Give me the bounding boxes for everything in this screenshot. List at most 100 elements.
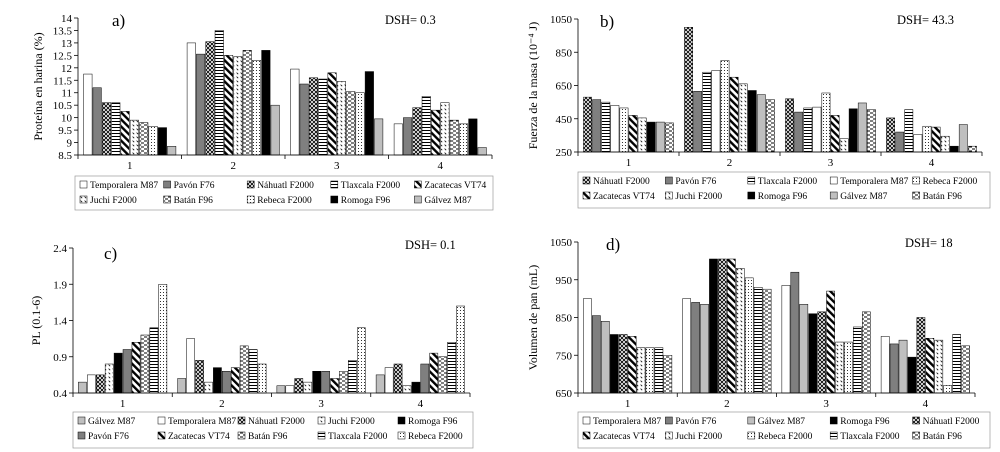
legend-label: Pavón F76 [174, 181, 215, 191]
legend-label: Romoga F96 [840, 417, 890, 427]
legend-box-a [74, 175, 494, 211]
bar-b-group-1-temporalera-m87 [610, 105, 620, 153]
y-tick-label-a: 11.5 [53, 75, 72, 87]
legend-swatch [829, 191, 838, 200]
y-axis-title-b: Fuerza de la masa (10⁻⁴ J) [526, 22, 540, 149]
bar-b-group-1-nahuatl-f2000 [583, 96, 592, 153]
legend-label: Náhuatl F2000 [248, 417, 305, 427]
legend-label: Gálvez M87 [840, 192, 887, 202]
bar-d-group-2-temporalera-m87 [682, 298, 691, 394]
bar-d-group-3-batan-f96 [862, 311, 871, 394]
bar-b-group-1-pavon-f76 [592, 99, 602, 153]
bar-c-group-4-temporalera-m87 [384, 367, 394, 394]
x-tick-label-d: 3 [823, 398, 829, 410]
bar-d-group-4-zacatecas-vt74 [925, 338, 935, 394]
legend-box-d [577, 411, 991, 449]
bar-c-group-3-zacatecas-vt74 [330, 378, 339, 394]
bar-a-group-4-tlaxcala-f2000 [421, 96, 431, 156]
bar-a-group-1-tlaxcala-f2000 [111, 102, 121, 156]
y-tick-label-a: 13.5 [53, 25, 73, 37]
bar-c-group-1-zacatecas-vt74 [131, 342, 141, 394]
bar-a-group-1-juchi-f2000 [129, 119, 139, 156]
bar-c-group-3-nahuatl-f2000 [294, 378, 304, 394]
panel-label-d: d) [606, 235, 620, 254]
bar-c-group-2-juchi-f2000 [204, 381, 213, 394]
legend-item-zacatecas-vt74: Zacatecas VT74 [157, 431, 230, 442]
bar-b-group-3-romoga-f96 [848, 108, 858, 153]
y-tick-label-b: 250 [556, 147, 573, 159]
bar-a-group-3-zacatecas-vt74 [327, 72, 337, 156]
y-tick-label-a: 11 [61, 88, 72, 100]
bars-c [78, 284, 465, 394]
legend-swatch [747, 416, 756, 425]
bar-b-group-1-batan-f96 [665, 122, 674, 153]
legend-item-pavon-f76: Pavón F76 [77, 431, 129, 442]
bar-b-group-4-zacatecas-vt74 [931, 126, 941, 153]
bar-b-group-2-rebeca-f2000 [720, 60, 730, 153]
legend-item-batan-f96: Batán F96 [237, 431, 288, 442]
legend-label: Gálvez M87 [758, 417, 805, 427]
legend-swatch [829, 431, 838, 440]
legend-item-juchi-f2000: Juchi F2000 [317, 416, 375, 427]
bar-c-group-1-juchi-f2000 [104, 363, 114, 394]
bar-c-group-1-nahuatl-f2000 [95, 374, 105, 394]
bar-b-group-4-juchi-f2000 [940, 135, 950, 153]
legend-item-tlaxcala-f2000: Tlaxcala F2000 [829, 431, 900, 442]
bar-a-group-3-galvez-m87 [374, 118, 384, 156]
legend-item-romoga-f96: Romoga F96 [747, 191, 807, 202]
bar-d-group-4-batan-f96 [961, 345, 970, 394]
bar-a-group-1-galvez-m87 [167, 146, 177, 156]
bar-c-group-2-zacatecas-vt74 [230, 367, 240, 394]
x-tick-label-a: 4 [438, 160, 444, 172]
legend-a: Temporalera M87 Pavón F76 Náhuatl F2000 Tla… [74, 175, 494, 211]
legend-b: Náhuatl F2000 Pavón F76 Tlaxcala F2000 Temp… [577, 171, 991, 209]
bar-d-group-4-juchi-f2000 [934, 339, 944, 394]
legend-label: Zacatecas VT74 [593, 192, 655, 202]
legend-swatch [330, 195, 339, 204]
dsh-annotation-a: DSH= 0.3 [385, 13, 436, 27]
bar-a-group-3-temporalera-m87 [290, 68, 300, 156]
legend-item-juchi-f2000: Juchi F2000 [665, 191, 722, 202]
x-tick-label-d: 2 [724, 398, 730, 410]
legend-label: Batán F96 [174, 196, 214, 206]
x-tick-label-b: 4 [929, 157, 935, 169]
legend-label: Temporalera M87 [90, 181, 158, 191]
x-tick-label-a: 1 [127, 160, 133, 172]
bar-d-group-1-rebeca-f2000 [645, 347, 655, 394]
bar-a-group-2-nahuatl-f2000 [205, 41, 215, 156]
y-tick-label-c: 1.9 [53, 279, 67, 291]
bar-a-group-3-rebeca-f2000 [355, 92, 365, 156]
y-tick-label-a: 9 [67, 138, 73, 150]
x-tick-label-c: 4 [418, 398, 424, 410]
bar-a-group-2-batan-f96 [242, 50, 252, 156]
bar-a-group-2-galvez-m87 [270, 104, 280, 156]
bar-b-group-2-juchi-f2000 [738, 83, 748, 153]
legend-d: Temporalera M87 Pavón F76 Gálvez M87 Romoga… [577, 411, 991, 449]
legend-label: Rebeca F2000 [758, 432, 813, 442]
bar-a-group-1-nahuatl-f2000 [101, 102, 111, 156]
legend-label: Zacatecas VT74 [168, 432, 230, 442]
bar-b-group-4-romoga-f96 [949, 145, 959, 153]
x-tick-label-c: 3 [318, 398, 324, 410]
legend-swatch [829, 176, 838, 185]
bar-a-group-4-romoga-f96 [468, 118, 478, 156]
legend-item-pavon-f76: Pavón F76 [163, 180, 215, 191]
legend-label: Rebeca F2000 [257, 196, 312, 206]
y-tick-label-a: 9.5 [58, 125, 72, 137]
bar-d-group-1-pavon-f76 [592, 315, 601, 394]
legend-swatch [397, 416, 406, 425]
legend-item-romoga-f96: Romoga F96 [330, 195, 390, 206]
legend-label: Náhuatl F2000 [593, 177, 650, 187]
legend-swatch [317, 431, 326, 440]
bar-b-group-3-batan-f96 [867, 109, 876, 153]
legend-item-batan-f96: Batán F96 [912, 431, 962, 442]
legend-item-galvez-m87: Gálvez M87 [77, 416, 135, 427]
legend-item-pavon-f76: Pavón F76 [665, 176, 717, 187]
legend-label: Temporalera M87 [593, 417, 661, 427]
legend-swatch [582, 176, 591, 185]
bar-b-group-2-temporalera-m87 [711, 70, 721, 153]
legend-label: Rebeca F2000 [408, 432, 463, 442]
legend-item-nahuatl-f2000: Náhuatl F2000 [912, 416, 980, 427]
y-tick-label-b: 850 [556, 47, 573, 59]
bar-b-group-3-rebeca-f2000 [821, 92, 831, 153]
